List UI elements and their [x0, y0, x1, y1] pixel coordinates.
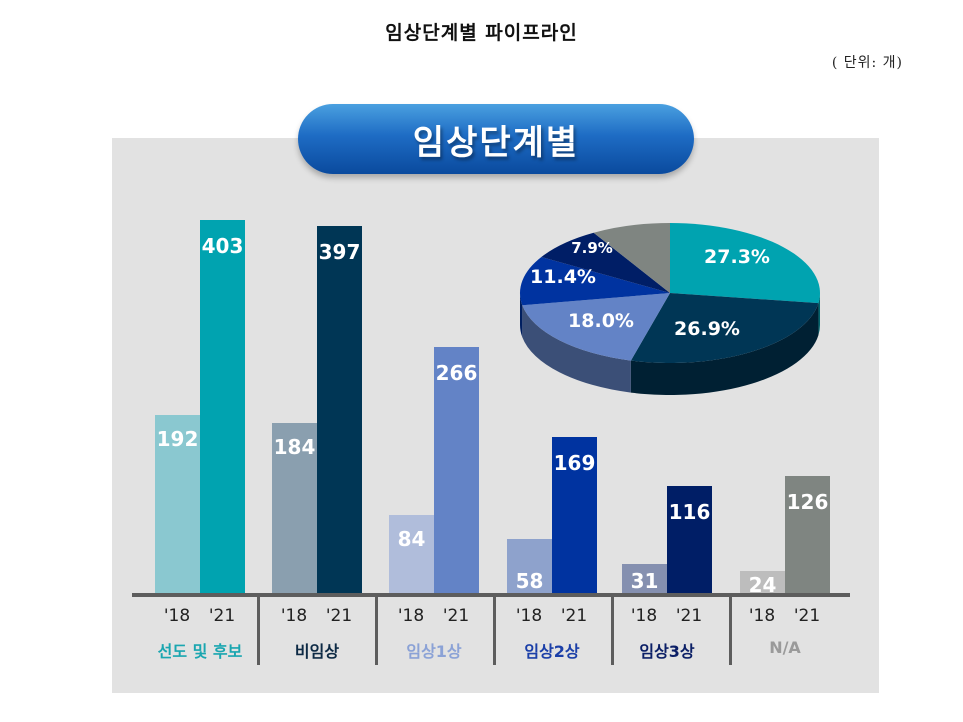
category-label: 임상3상	[639, 642, 695, 661]
year-tick-label: '21	[208, 606, 236, 626]
category-divider	[257, 597, 260, 665]
category-divider	[375, 597, 378, 665]
category-label: 임상1상	[406, 642, 462, 661]
bar-value-label: 126	[786, 490, 829, 514]
pie-value-label: 18.0%	[568, 310, 634, 332]
pie-value-label: 26.9%	[674, 318, 740, 340]
bar-2018-1: 184	[272, 423, 317, 593]
bar-value-label: 116	[668, 500, 711, 524]
bar-value-label: 58	[515, 569, 544, 593]
year-tick-label: '21	[675, 606, 703, 626]
category-label: 선도 및 후보	[157, 642, 243, 661]
year-tick-label: '21	[442, 606, 470, 626]
bar-2018-5: 24	[740, 571, 785, 597]
bar-value-label: 184	[273, 435, 316, 459]
year-tick-label: '18	[397, 606, 425, 626]
year-tick-label: '21	[560, 606, 588, 626]
pie-slice-3	[520, 256, 670, 306]
bar-2018-3: 58	[507, 539, 552, 593]
category-divider	[729, 597, 732, 665]
bar-2021-2: 266	[434, 347, 479, 593]
year-tick-label: '21	[793, 606, 821, 626]
bar-value-label: 31	[630, 569, 659, 593]
category-divider	[493, 597, 496, 665]
bar-2018-0: 192	[155, 415, 200, 593]
year-tick-label: '18	[630, 606, 658, 626]
year-tick-label: '18	[748, 606, 776, 626]
x-axis-line	[132, 593, 850, 597]
pie-slice-4	[541, 232, 670, 293]
pie-side-1	[630, 303, 819, 395]
category-label: N/A	[769, 638, 801, 657]
bar-value-label: 266	[435, 361, 478, 385]
pie-side-0	[818, 293, 820, 336]
pie-side-3	[520, 293, 523, 338]
year-tick-label: '18	[515, 606, 543, 626]
pie-slice-0	[670, 223, 820, 304]
pie-slice-5	[593, 223, 670, 293]
bar-value-label: 403	[201, 234, 244, 258]
banner-label: 임상단계별	[412, 122, 580, 163]
chart-banner: 임상단계별	[298, 104, 694, 174]
pie-value-label: 7.9%	[571, 239, 613, 257]
bar-value-label: 192	[156, 427, 199, 451]
year-tick-label: '18	[163, 606, 191, 626]
document-title: 임상단계별 파이프라인	[385, 22, 578, 44]
year-tick-label: '21	[325, 606, 353, 626]
bar-2021-3: 169	[552, 437, 597, 593]
category-label: 임상2상	[524, 642, 580, 661]
pie-value-label: 11.4%	[530, 266, 596, 288]
bar-value-label: 169	[553, 451, 596, 475]
pie-side-2	[522, 305, 631, 393]
category-label: 비임상	[294, 642, 340, 661]
pie-chart: 27.3% 26.9% 18.0% 11.4% 7.9%	[520, 223, 820, 395]
bar-2018-2: 84	[389, 515, 434, 593]
bar-value-label: 84	[397, 527, 426, 551]
bar-2018-4: 31	[622, 564, 667, 593]
category-divider	[611, 597, 614, 665]
bar-2021-1: 397	[317, 226, 362, 593]
bar-2021-0: 403	[200, 220, 245, 593]
pie-value-label: 27.3%	[704, 246, 770, 268]
unit-label: ( 단위: 개)	[831, 55, 903, 71]
bar-2021-5: 126	[785, 476, 830, 593]
bar-value-label: 24	[748, 573, 777, 597]
pie-slice-2	[522, 293, 670, 361]
bar-value-label: 397	[318, 240, 361, 264]
year-tick-label: '18	[280, 606, 308, 626]
pie-slice-1	[630, 293, 819, 363]
bar-2021-4: 116	[667, 486, 712, 593]
